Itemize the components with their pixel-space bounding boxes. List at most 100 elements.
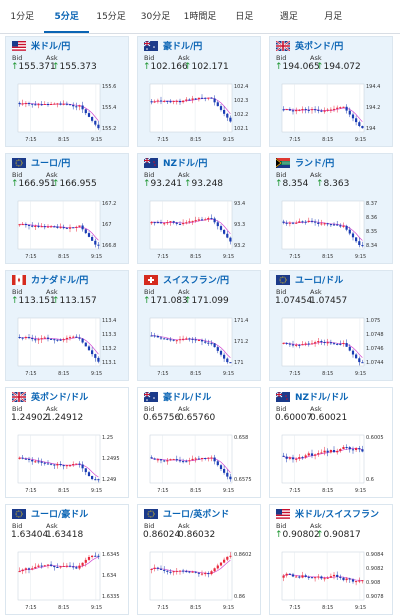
pair-title[interactable]: ユーロ/円 [31,159,71,169]
candle-body [84,229,87,234]
candle-body [43,462,46,464]
candle-body [229,237,232,242]
currency-card[interactable]: 英ポンド/ドル Bid Ask 1.24902 1.24912 1.25 1.2495 1.2… [5,387,129,498]
candle-body [358,358,361,363]
currency-card[interactable]: スイスフラン/円 Bid Ask ↑171.083 ↑171.099 171.4 171.2… [137,270,261,381]
price-chart: 1.6345 1.634 1.6335 7:15 8:15 9:15 [17,551,120,611]
candle-body [345,225,348,230]
pair-title[interactable]: ユーロ/ドル [295,276,344,286]
currency-card[interactable]: NZドル/円 Bid Ask ↑93.241 ↑93.248 93.4 93.3 93.2 7:… [137,153,261,264]
pair-title[interactable]: NZドル/円 [163,159,208,169]
pair-title[interactable]: ユーロ/豪ドル [31,510,89,520]
pair-title[interactable]: スイスフラン/円 [163,276,230,286]
currency-card[interactable]: 英ポンド/円 Bid Ask ↑194.065 ↑194.072 194.4 194.2 19… [269,36,393,147]
candle-body [226,358,229,363]
currency-card[interactable]: 米ドル/スイスフラン Bid Ask ↑0.90802 ↑0.90817 0.9084 0.… [269,504,393,615]
currency-card[interactable]: 豪ドル/円 Bid Ask ↑102.166 ↑102.171 102.4 102.3 102… [137,36,261,147]
x-tick-label: 7:15 [157,254,168,260]
x-tick-label: 9:15 [355,371,366,377]
candle-body [358,580,361,582]
currency-card[interactable]: ランド/円 Bid Ask ↑8.354 ↑8.363 8.37 8.36 8.35 8.34 7… [269,153,393,264]
y-tick-label: 155.2 [102,126,116,132]
candle-body [21,337,24,339]
candle-body [68,565,72,567]
candle-body [216,347,219,351]
candle-body [226,113,229,118]
tab-2[interactable]: 15分足 [96,12,126,22]
candle-body [40,104,43,106]
candle-body [75,336,78,338]
x-tick-label: 8:15 [322,137,333,143]
currency-card[interactable]: ユーロ/ドル Bid Ask 1.07454 1.07457 1.075 1.0748 1.0… [269,270,393,381]
candle-body [329,224,332,226]
candle-body [282,109,285,111]
pair-title[interactable]: 豪ドル/円 [163,42,203,52]
candle-body [342,447,345,449]
tab-5[interactable]: 日足 [235,12,254,22]
pair-title[interactable]: 英ポンド/ドル [31,393,89,403]
currency-card[interactable]: ユーロ/円 Bid Ask ↑166.951 ↑166.955 167.2 167 166.8… [5,153,129,264]
candle-body [336,107,339,109]
candle-body [282,575,285,578]
currency-card[interactable]: ユーロ/英ポンド Bid Ask 0.86024 0.86032 0.8602 0.86 7:… [137,504,261,615]
pair-title[interactable]: 米ドル/円 [31,42,71,52]
candle-body [188,460,191,462]
currency-card[interactable]: カナダドル/円 Bid Ask ↑113.151 ↑113.157 113.4 113.3 1… [5,270,129,381]
ask-value: 0.65760 [178,413,216,423]
x-tick-label: 7:15 [157,605,168,611]
candle-body [323,223,326,225]
currency-card[interactable]: NZドル/ドル Bid Ask 0.60007 0.60021 0.6005 0.6 7:15… [269,387,393,498]
candle-body [298,576,301,578]
tab-4[interactable]: 1時間足 [183,12,217,22]
y-tick-label: 102.3 [234,98,248,104]
candle-body [351,579,355,582]
candle-body [163,569,166,571]
candle-body [50,564,53,566]
gb-flag-icon [276,41,290,51]
x-tick-label: 9:15 [91,488,102,494]
candle-body [197,572,200,574]
pair-title[interactable]: ランド/円 [295,159,335,169]
pair-title[interactable]: 英ポンド/円 [295,42,344,52]
pair-title[interactable]: カナダドル/円 [31,276,89,286]
tab-1[interactable]: 5分足 [44,0,89,33]
candle-body [288,573,291,575]
up-arrow-icon: ↑ [11,296,19,306]
candle-body [317,453,320,455]
candle-body [172,459,175,461]
bid-value: ↑8.354 [275,179,309,189]
candle-body [188,99,191,101]
y-tick-label: 0.8602 [234,552,252,558]
pair-title[interactable]: 米ドル/スイスフラン [295,510,380,520]
candle-body [62,465,65,467]
pair-title[interactable]: NZドル/ドル [295,393,349,403]
y-tick-label: 93.4 [234,201,245,207]
tab-6[interactable]: 週足 [279,12,298,22]
bid-label: Bid [276,54,287,62]
bid-label: Bid [144,288,155,296]
candle-body [200,219,204,221]
tab-0[interactable]: 1分足 [10,12,35,22]
x-tick-label: 9:15 [91,371,102,377]
candle-body [182,338,185,340]
candle-body [78,565,81,569]
candle-body [163,338,166,340]
price-chart: 1.075 1.0748 1.0746 1.0744 7:15 8:15 9:15 [281,317,384,377]
currency-card[interactable]: ユーロ/豪ドル Bid Ask 1.63404 1.63418 1.6345 1.634 1.… [5,504,129,615]
candle-body [339,343,342,345]
candle-body [213,343,216,348]
y-tick-label: 1.25 [102,435,113,441]
tab-3[interactable]: 30分足 [140,12,171,22]
candle-body [18,224,21,226]
candle-body [200,340,204,342]
pair-title[interactable]: 豪ドル/ドル [163,393,212,403]
currency-card[interactable]: 豪ドル/ドル Bid Ask 0.65756 0.65760 0.658 0.6575 7:1… [137,387,261,498]
candle-body [24,337,27,339]
tab-7[interactable]: 月足 [324,12,343,22]
currency-card[interactable]: 米ドル/円 Bid Ask ↑155.371 ↑155.373 155.6 155.4 155… [5,36,129,147]
x-tick-label: 9:15 [91,605,102,611]
x-tick-label: 7:15 [289,488,300,494]
pair-title[interactable]: ユーロ/英ポンド [163,510,230,520]
candle-body [285,573,288,576]
candle-body [37,339,40,341]
